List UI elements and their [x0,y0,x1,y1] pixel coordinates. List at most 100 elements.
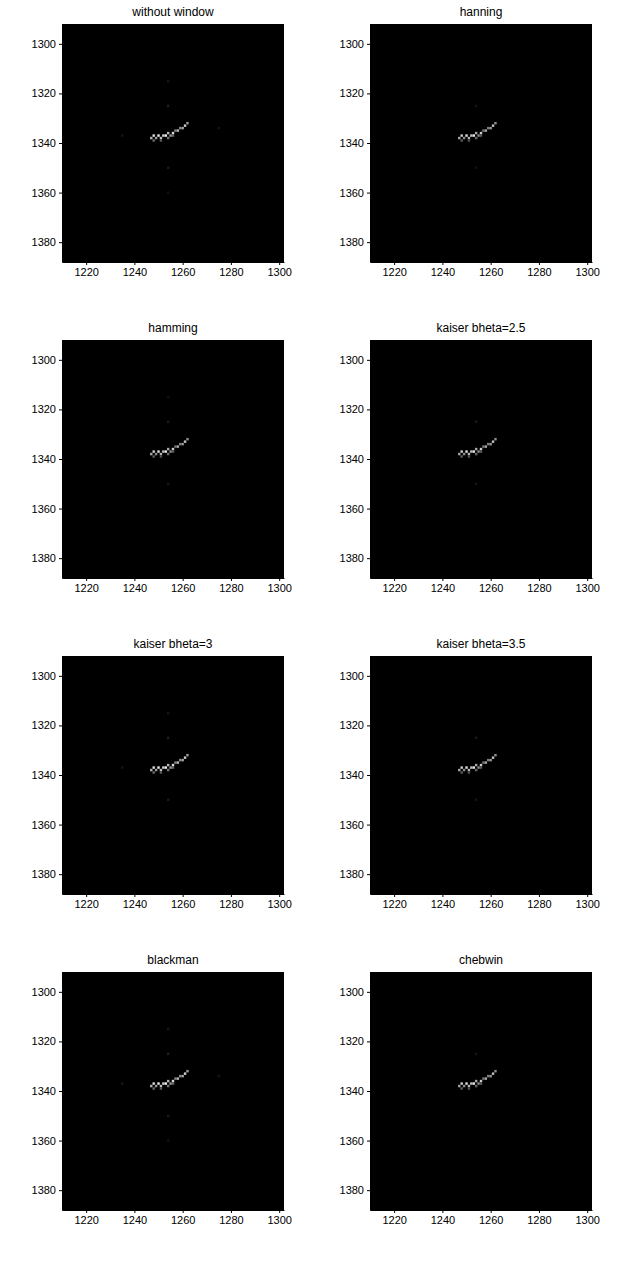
tick-label: 1280 [527,266,551,278]
tick-label: 1260 [171,898,195,910]
image-cell [167,1085,169,1087]
tick-label: 1360 [32,187,56,199]
tick: 1300 [267,1210,291,1226]
tick-mark [59,360,62,361]
y-axis: 13001320134013601380 [32,973,63,1211]
image-cell [473,1082,475,1084]
image-cell [155,769,157,771]
image-cell [174,129,176,131]
image-cell [465,1082,467,1084]
image-cell [121,1082,123,1084]
image-cell [172,448,174,450]
tick-mark [367,676,370,677]
image-cell [169,134,171,136]
image-cell [494,754,496,756]
image-cell [179,127,181,129]
tick-mark [59,409,62,410]
tick-mark [59,143,62,144]
tick: 1240 [123,578,147,594]
image-cell [470,134,472,136]
image-cell [150,453,152,455]
tick-mark [86,894,87,897]
image-background [370,656,592,894]
image-cell [160,1087,162,1089]
tick-label: 1300 [340,354,364,366]
image-cell [152,1082,154,1084]
tick-label: 1300 [575,1214,599,1226]
axis-line [371,894,593,895]
tick-label: 1300 [32,986,56,998]
image-cell [475,132,477,134]
image-cell [470,766,472,768]
tick: 1300 [32,986,62,998]
tick-label: 1300 [32,38,56,50]
image-cell [181,127,183,129]
tick-mark [367,242,370,243]
tick-label: 1260 [171,266,195,278]
tick-mark [367,725,370,726]
tick: 1260 [479,578,503,594]
tick-label: 1240 [123,266,147,278]
tick: 1300 [575,262,599,278]
tick-mark [491,1210,492,1213]
image-cell [150,1085,152,1087]
image-cell [165,766,167,768]
image-cell [172,450,174,452]
panel-title: kaiser bheta=3 [133,637,212,651]
tick: 1320 [32,403,62,415]
tick-mark [442,894,443,897]
tick: 1380 [32,236,62,248]
tick: 1380 [340,1184,370,1196]
tick-mark [134,1210,135,1213]
image-cell [468,137,470,139]
image-cell [480,1082,482,1084]
tick-label: 1220 [382,266,406,278]
tick: 1340 [340,453,370,465]
tick-label: 1300 [267,1214,291,1226]
image-cell [167,396,169,398]
image-cell [167,448,169,450]
tick-label: 1240 [431,266,455,278]
tick-label: 1280 [219,582,243,594]
tick-label: 1380 [32,1184,56,1196]
image-cell [458,453,460,455]
tick-label: 1280 [527,1214,551,1226]
tick-label: 1340 [340,453,364,465]
tick: 1220 [382,578,406,594]
image-area [370,340,592,578]
tick-label: 1300 [575,266,599,278]
image-cell [162,134,164,136]
image-cell [460,1087,462,1089]
tick: 1300 [575,1210,599,1226]
tick-mark [367,1190,370,1191]
panel: 1220124012601280130013001320134013601380… [32,637,292,910]
image-cell [477,1082,479,1084]
image-cell [186,754,188,756]
tick-mark [442,578,443,581]
panel-title: blackman [147,953,198,967]
image-cell [494,1070,496,1072]
image-cell [458,1085,460,1087]
tick-label: 1300 [575,898,599,910]
tick-mark [367,360,370,361]
image-cell [480,448,482,450]
tick-label: 1320 [32,87,56,99]
tick-label: 1360 [340,503,364,515]
image-area [62,972,284,1210]
image-background [62,340,284,578]
tick-mark [183,1210,184,1213]
axis-line [370,341,371,579]
image-cell [475,799,477,801]
image-cell [167,1053,169,1055]
tick: 1220 [74,1210,98,1226]
tick-mark [59,242,62,243]
image-cell [155,137,157,139]
image-cell [152,1087,154,1089]
tick: 1260 [479,1210,503,1226]
image-cell [460,1082,462,1084]
tick-mark [86,1210,87,1213]
tick-mark [367,44,370,45]
tick: 1300 [575,894,599,910]
image-cell [155,453,157,455]
panel-title: chebwin [459,953,503,967]
